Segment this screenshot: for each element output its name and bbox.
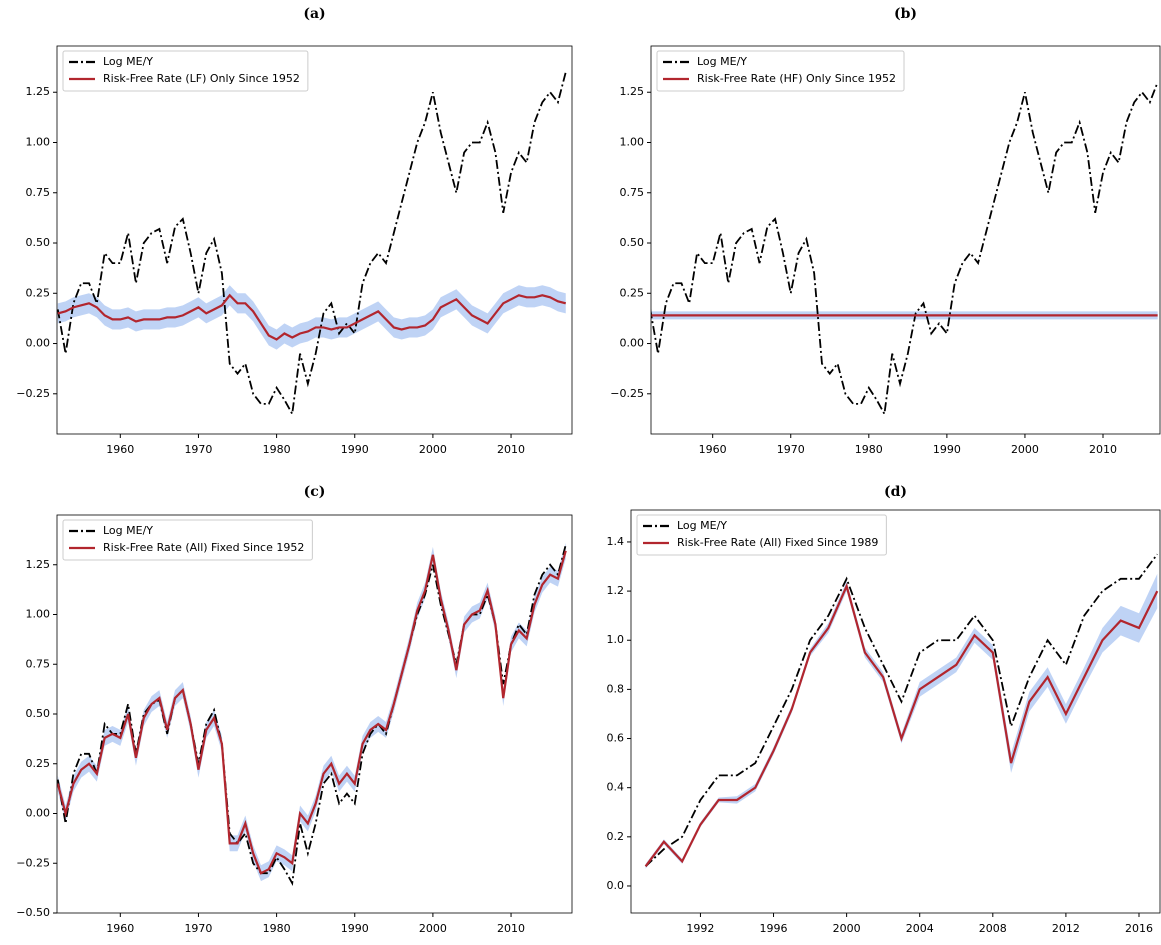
x-tick-label: 2012 bbox=[1052, 922, 1080, 935]
series-line bbox=[644, 582, 1159, 867]
plot-area bbox=[644, 553, 1159, 869]
x-tick-label: 2000 bbox=[419, 922, 447, 935]
series-line bbox=[57, 71, 567, 417]
series-line bbox=[651, 81, 1159, 417]
axes-frame bbox=[630, 509, 1161, 914]
panel: (b) 1960 1970 1980 1990 2000 2010 −0.25 0.00 0.25… bbox=[610, 6, 1161, 456]
y-tick-label: 1.4 bbox=[607, 535, 625, 548]
legend-frame bbox=[636, 514, 887, 556]
x-tick-label: 2000 bbox=[1011, 443, 1039, 456]
legend-frame bbox=[656, 50, 905, 92]
legend: Log ME/Y Risk-Free Rate (LF) Only Since 1… bbox=[62, 50, 309, 92]
y-tick-label: 1.00 bbox=[26, 608, 51, 621]
panel-title: (d) bbox=[884, 484, 907, 500]
legend: Log ME/Y Risk-Free Rate (All) Fixed Since… bbox=[636, 514, 887, 556]
x-tick-label: 2008 bbox=[979, 922, 1007, 935]
axes-frame bbox=[56, 45, 573, 435]
y-tick-label: 0.8 bbox=[607, 682, 625, 695]
y-tick-label: 0.2 bbox=[607, 830, 625, 843]
series-line bbox=[57, 293, 567, 341]
y-tick-label: −0.25 bbox=[16, 387, 50, 400]
y-tick-label: −0.25 bbox=[610, 387, 644, 400]
x-tick-label: 2000 bbox=[419, 443, 447, 456]
y-tick-label: 0.6 bbox=[607, 732, 625, 745]
legend-label: Log ME/Y bbox=[677, 519, 727, 532]
x-tick-label: 1990 bbox=[341, 443, 369, 456]
y-tick-label: −0.50 bbox=[16, 906, 50, 919]
x-tick-label: 1960 bbox=[106, 922, 134, 935]
x-tick-label: 1980 bbox=[263, 922, 291, 935]
x-tick-label: 2010 bbox=[497, 443, 525, 456]
x-tick-label: 1990 bbox=[933, 443, 961, 456]
confidence-band bbox=[57, 285, 566, 350]
panel: (d) 1992 1996 2000 2004 2008 2012 2016 0.0 0.2 0.4… bbox=[607, 484, 1161, 935]
y-tick-label: 0.4 bbox=[607, 781, 625, 794]
legend-label: Risk-Free Rate (LF) Only Since 1952 bbox=[103, 72, 300, 85]
plot-area bbox=[57, 71, 567, 417]
y-tick-label: 0.0 bbox=[607, 879, 625, 892]
x-tick-label: 1960 bbox=[699, 443, 727, 456]
x-tick-label: 1970 bbox=[184, 443, 212, 456]
legend-label: Risk-Free Rate (All) Fixed Since 1989 bbox=[677, 536, 878, 549]
x-tick-label: 1992 bbox=[686, 922, 714, 935]
y-tick-label: −0.25 bbox=[16, 856, 50, 869]
axes-frame bbox=[650, 45, 1161, 435]
legend-label: Log ME/Y bbox=[697, 55, 747, 68]
confidence-band bbox=[645, 573, 1158, 869]
x-tick-label: 2010 bbox=[497, 922, 525, 935]
confidence-band bbox=[57, 542, 566, 882]
y-tick-label: 0.75 bbox=[620, 186, 645, 199]
y-tick-label: 1.25 bbox=[620, 85, 645, 98]
plot-area bbox=[651, 81, 1159, 417]
panel: (a) 1960 1970 1980 1990 2000 2010 −0.25 0.00 0.25… bbox=[16, 6, 573, 456]
panel-title: (a) bbox=[303, 6, 325, 22]
y-tick-label: 0.50 bbox=[620, 236, 645, 249]
y-tick-label: 1.25 bbox=[26, 558, 51, 571]
panel: (c) 1960 1970 1980 1990 2000 2010 −0.50 −0.25 0.0… bbox=[16, 484, 573, 935]
y-tick-label: 0.75 bbox=[26, 657, 51, 670]
y-tick-label: 1.00 bbox=[620, 135, 645, 148]
x-tick-label: 1980 bbox=[855, 443, 883, 456]
legend-label: Risk-Free Rate (HF) Only Since 1952 bbox=[697, 72, 896, 85]
y-tick-label: 0.50 bbox=[26, 236, 51, 249]
y-tick-label: 0.75 bbox=[26, 186, 51, 199]
x-tick-label: 2000 bbox=[833, 922, 861, 935]
panel-title: (b) bbox=[894, 6, 917, 22]
series-line bbox=[645, 553, 1158, 867]
x-tick-label: 2004 bbox=[906, 922, 934, 935]
x-tick-label: 1980 bbox=[263, 443, 291, 456]
y-tick-label: 0.25 bbox=[26, 757, 51, 770]
y-tick-label: 0.00 bbox=[620, 337, 645, 350]
x-tick-label: 1970 bbox=[184, 922, 212, 935]
y-tick-label: 0.25 bbox=[620, 286, 645, 299]
legend-label: Log ME/Y bbox=[103, 524, 153, 537]
x-tick-label: 2010 bbox=[1089, 443, 1117, 456]
legend-label: Risk-Free Rate (All) Fixed Since 1952 bbox=[103, 541, 304, 554]
y-tick-label: 1.2 bbox=[607, 584, 625, 597]
y-tick-label: 0.50 bbox=[26, 707, 51, 720]
x-tick-label: 2016 bbox=[1125, 922, 1153, 935]
series-line bbox=[57, 550, 567, 875]
y-tick-label: 0.00 bbox=[26, 337, 51, 350]
x-tick-label: 1996 bbox=[760, 922, 788, 935]
legend-frame bbox=[62, 519, 313, 561]
y-tick-label: 0.25 bbox=[26, 286, 51, 299]
y-tick-label: 0.00 bbox=[26, 807, 51, 820]
legend: Log ME/Y Risk-Free Rate (All) Fixed Since… bbox=[62, 519, 313, 561]
y-tick-label: 1.25 bbox=[26, 85, 51, 98]
axes-frame bbox=[56, 514, 573, 914]
x-tick-label: 1990 bbox=[341, 922, 369, 935]
panel-title: (c) bbox=[304, 484, 326, 500]
y-tick-label: 1.00 bbox=[26, 135, 51, 148]
y-tick-label: 1.0 bbox=[607, 633, 625, 646]
x-tick-label: 1960 bbox=[106, 443, 134, 456]
x-tick-label: 1970 bbox=[777, 443, 805, 456]
legend-frame bbox=[62, 50, 309, 92]
legend-label: Log ME/Y bbox=[103, 55, 153, 68]
plot-area bbox=[57, 542, 567, 886]
legend: Log ME/Y Risk-Free Rate (HF) Only Since 1… bbox=[656, 50, 905, 92]
